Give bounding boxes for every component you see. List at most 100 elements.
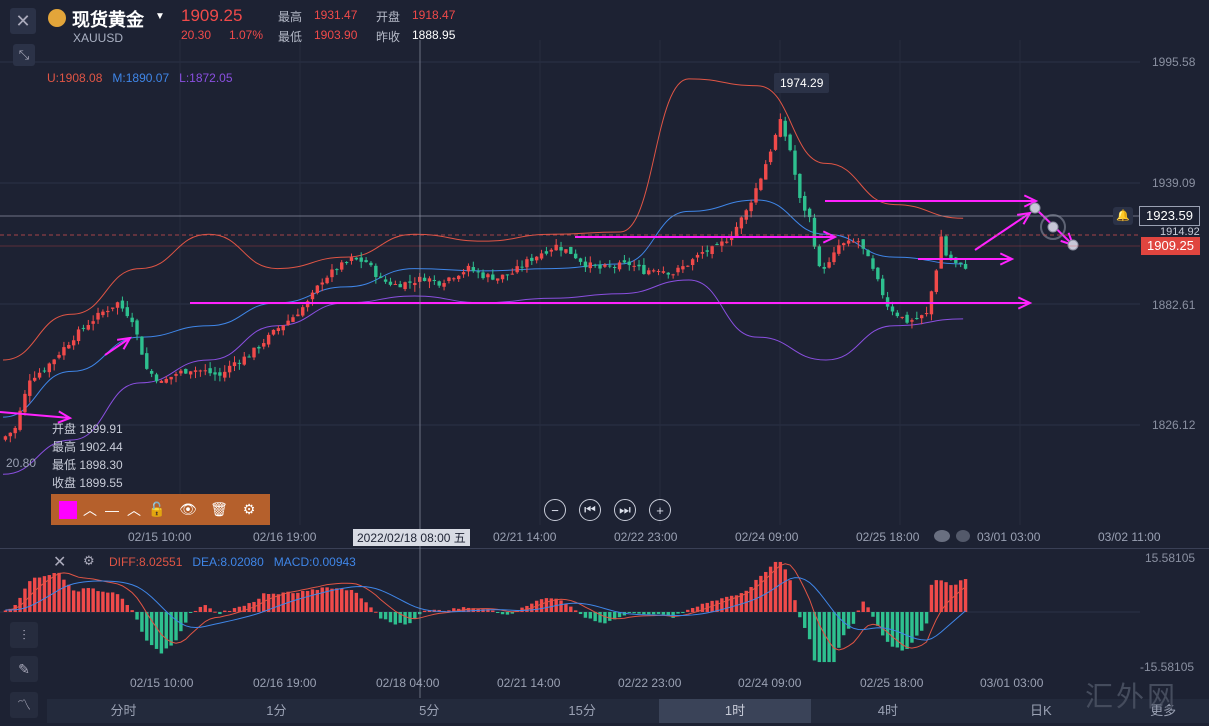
candle-body (715, 244, 719, 246)
candle-body (861, 239, 865, 249)
eye-icon[interactable]: 👁 (179, 501, 197, 517)
candle-body (793, 150, 797, 175)
chevron-down-icon[interactable]: ▼ (155, 11, 165, 22)
candle-body (690, 259, 695, 266)
candle-body (47, 363, 52, 373)
macd-bar (408, 612, 412, 624)
scroll-start-button[interactable]: ⏮ (579, 499, 601, 521)
line-width-icon[interactable]: — (105, 501, 119, 518)
color-swatch[interactable] (59, 500, 77, 519)
macd-bar (681, 612, 685, 613)
macd-bar (184, 612, 188, 623)
candle-body (252, 347, 256, 358)
candle-body (432, 279, 437, 281)
candle-body (76, 329, 81, 342)
macd-bar (349, 589, 354, 612)
tab-timeframe[interactable]: 1分 (266, 703, 287, 718)
macd-y-top: 15.58105 (1145, 551, 1196, 565)
candle-body (476, 271, 480, 273)
candle-body (890, 306, 895, 312)
collapse-icon[interactable]: ⤡ (13, 44, 35, 66)
macd-bar (642, 612, 646, 615)
macd-bar (286, 591, 290, 612)
macd-settings-icon[interactable]: ⚙ (83, 553, 95, 568)
macd-bar (588, 612, 592, 619)
zoom-out-button[interactable]: − (544, 499, 566, 521)
tab-more[interactable]: 更多 (1150, 703, 1177, 718)
candle-body (827, 262, 831, 268)
macd-bar (257, 598, 261, 612)
pencil-icon[interactable]: ✎ (10, 656, 38, 682)
candle-body (530, 257, 534, 261)
candle-body (676, 267, 680, 273)
tab-timeframe[interactable]: 日K (1029, 703, 1052, 718)
macd-bar (798, 612, 802, 618)
macd-y-bottom: -15.58105 (1140, 660, 1195, 674)
tab-timeframe[interactable]: 15分 (568, 703, 596, 718)
candle-body (695, 254, 700, 258)
macd-bar (573, 610, 578, 612)
macd-bar (86, 588, 90, 612)
candle-body (822, 267, 826, 269)
macd-bar (325, 587, 329, 612)
indicator-icon[interactable]: ⫶ (10, 622, 38, 648)
scroll-end-button[interactable]: ⏭ (614, 499, 636, 521)
magenta-annotations (0, 194, 1079, 424)
instrument-name[interactable]: 现货黄金 (72, 10, 144, 30)
settings-icon[interactable]: ⚙ (242, 501, 256, 517)
candle-body (145, 353, 149, 369)
candle-body (778, 119, 783, 137)
candle-body (842, 243, 846, 246)
macd-bar (832, 612, 836, 663)
candle-body (193, 370, 198, 372)
alert-bell-icon[interactable]: 🔔 (1113, 207, 1133, 225)
x-tick: 02/25 18:00 (856, 530, 920, 544)
close-icon[interactable]: ✕ (10, 8, 36, 34)
candle-body (895, 312, 900, 317)
unlock-icon[interactable]: 🔓 (148, 501, 166, 517)
candle-body (154, 374, 159, 382)
tab-timeframe[interactable]: 4时 (877, 703, 899, 718)
macd-bar (773, 561, 778, 612)
chevron-up-icon[interactable]: ︿ (127, 501, 141, 518)
candle-body (296, 314, 300, 317)
candle-body (788, 134, 792, 151)
macd-bar (788, 580, 792, 612)
candle-body (554, 244, 558, 251)
candle-body (71, 340, 76, 346)
tab-timeframe[interactable]: 5分 (419, 703, 440, 718)
macd-bar (208, 608, 212, 612)
candle-body (388, 281, 393, 285)
annotation-arrow-rise-head (1016, 211, 1032, 225)
scroll-dot[interactable] (934, 530, 950, 542)
macd-bar (223, 610, 227, 612)
macd-bar (486, 609, 490, 612)
candle-body (588, 262, 592, 269)
tab-timeframe[interactable]: 分时 (110, 703, 137, 718)
tab-timeframe-active[interactable]: 1时 (658, 699, 812, 723)
trash-icon[interactable]: 🗑 (210, 501, 228, 517)
candle-body (310, 292, 315, 300)
macd-bar (768, 566, 773, 612)
annotation-handle (1067, 239, 1079, 251)
price-chart[interactable] (0, 0, 1209, 548)
boll-lower-value: L:1872.05 (179, 71, 233, 85)
macd-bar (91, 588, 95, 612)
line-chart-icon[interactable]: 〽 (10, 692, 38, 718)
close-macd-icon[interactable]: ✕ (53, 554, 67, 571)
macd-bar (744, 590, 748, 612)
y-tick: 1939.09 (1152, 176, 1196, 190)
candle-body (120, 300, 125, 309)
candle-body (359, 257, 363, 262)
macd-bar (369, 607, 373, 612)
candle-body (442, 283, 446, 287)
candle-body (179, 370, 183, 374)
chevron-up-icon[interactable]: ︿ (83, 501, 97, 518)
macd-bar (125, 605, 129, 612)
macd-bar (364, 602, 368, 612)
x-tick: 03/01 03:00 (977, 530, 1041, 544)
macd-chart[interactable] (0, 548, 1209, 698)
candle-body (803, 196, 807, 211)
scroll-dot[interactable] (956, 530, 970, 542)
zoom-in-button[interactable]: + (649, 499, 671, 521)
